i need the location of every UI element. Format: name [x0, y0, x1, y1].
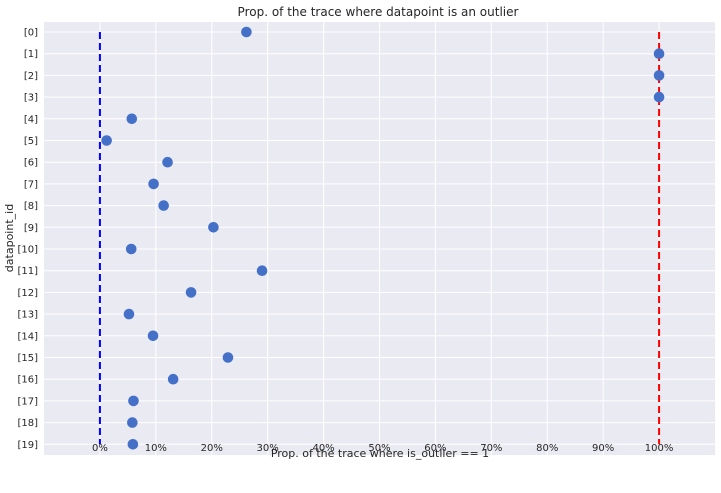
x-tick-label: 40% — [312, 443, 334, 454]
data-point — [222, 352, 234, 363]
data-point — [162, 156, 173, 168]
y-tick-label: [8] — [24, 201, 38, 212]
data-point — [653, 48, 665, 59]
data-point — [128, 395, 139, 407]
y-tick-label: [4] — [24, 114, 38, 125]
data-point — [148, 178, 159, 190]
data-point — [101, 135, 112, 146]
y-tick-label: [1] — [24, 49, 38, 60]
y-tick-label: [14] — [17, 331, 38, 342]
x-tick-label: 100% — [645, 443, 674, 454]
data-point — [123, 308, 135, 320]
x-tick-label: 60% — [424, 443, 446, 454]
y-tick-label: [7] — [24, 179, 38, 190]
x-tick-labels: 0% 10% 20% 30% 40% 50% 60% 70% 80% 90% 100% — [92, 443, 673, 454]
x-axis-label: Prop. of the trace where is_outlier == 1 — [271, 447, 489, 460]
data-point — [167, 373, 179, 385]
x-tick-label: 90% — [592, 443, 614, 454]
x-tick-label: 20% — [201, 443, 223, 454]
y-tick-label: [15] — [17, 353, 38, 364]
x-tick-label: 50% — [368, 443, 390, 454]
y-tick-label: [6] — [24, 158, 38, 169]
data-point — [185, 287, 197, 298]
data-point — [208, 222, 219, 233]
data-point — [126, 113, 138, 125]
y-tick-label: [13] — [17, 310, 38, 321]
y-tick-label: [12] — [17, 288, 38, 299]
x-tick-label: 80% — [536, 443, 558, 454]
y-tick-label: [0] — [24, 28, 38, 39]
y-tick-label: [5] — [24, 136, 38, 147]
data-point — [653, 91, 665, 103]
data-point — [127, 439, 139, 450]
data-point — [147, 330, 159, 342]
y-tick-label: [3] — [24, 93, 38, 104]
data-point — [256, 265, 268, 277]
y-tick-label: [16] — [17, 375, 38, 386]
x-tick-label: 10% — [145, 443, 167, 454]
data-point — [653, 70, 665, 81]
data-points — [101, 26, 665, 450]
chart-title: Prop. of the trace where datapoint is an… — [238, 5, 519, 19]
y-axis-label: datapoint_id — [3, 204, 16, 272]
data-point — [158, 200, 169, 211]
y-tick-labels: [0] [1] [2] [3] [4] [5] [6] [7] [8] [9] [10] [11] [1… — [17, 28, 38, 451]
x-tick-label: 0% — [92, 443, 108, 454]
y-tick-label: [2] — [24, 71, 38, 82]
data-point — [241, 26, 252, 38]
data-point — [127, 417, 138, 428]
data-point — [125, 243, 137, 255]
x-tick-label: 70% — [480, 443, 502, 454]
grid-lines — [44, 22, 715, 455]
y-tick-label: [10] — [17, 245, 38, 256]
y-tick-label: [18] — [17, 418, 38, 429]
y-tick-label: [11] — [17, 266, 38, 277]
x-tick-label: 30% — [257, 443, 279, 454]
y-tick-label: [9] — [24, 223, 38, 234]
y-tick-label: [17] — [17, 396, 38, 407]
y-tick-label: [19] — [17, 440, 38, 451]
